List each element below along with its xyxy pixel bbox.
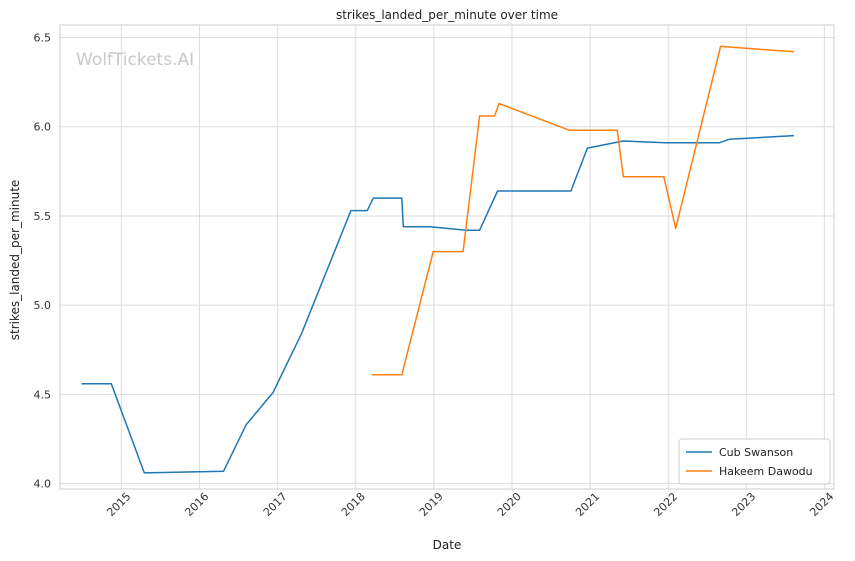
- chart-title: strikes_landed_per_minute over time: [336, 8, 558, 22]
- x-tick-label: 2016: [182, 490, 211, 519]
- y-tick-label: 5.5: [34, 210, 52, 223]
- x-tick-label: 2020: [495, 490, 524, 519]
- y-tick-label: 6.5: [34, 31, 52, 44]
- plot-background: [60, 25, 834, 489]
- legend-label-cub-swanson: Cub Swanson: [719, 446, 793, 459]
- y-tick-label: 5.0: [34, 299, 52, 312]
- y-tick-label: 6.0: [34, 121, 52, 134]
- legend-label-hakeem-dawodu: Hakeem Dawodu: [719, 465, 813, 478]
- x-tick-label: 2015: [104, 490, 133, 519]
- watermark: WolfTickets.AI: [76, 50, 194, 70]
- x-tick-label: 2022: [651, 490, 680, 519]
- x-tick-label: 2018: [339, 490, 368, 519]
- x-tick-label: 2019: [417, 490, 446, 519]
- x-tick-label: 2017: [261, 490, 290, 519]
- x-tick-label: 2023: [729, 490, 758, 519]
- x-axis-label: Date: [433, 538, 462, 552]
- y-tick-label: 4.0: [34, 478, 52, 491]
- y-axis-label: strikes_landed_per_minute: [8, 180, 22, 341]
- x-tick-label: 2024: [807, 490, 836, 519]
- x-tick-label: 2021: [573, 490, 602, 519]
- legend: Cub Swanson Hakeem Dawodu: [679, 439, 830, 484]
- y-tick-label: 4.5: [34, 388, 52, 401]
